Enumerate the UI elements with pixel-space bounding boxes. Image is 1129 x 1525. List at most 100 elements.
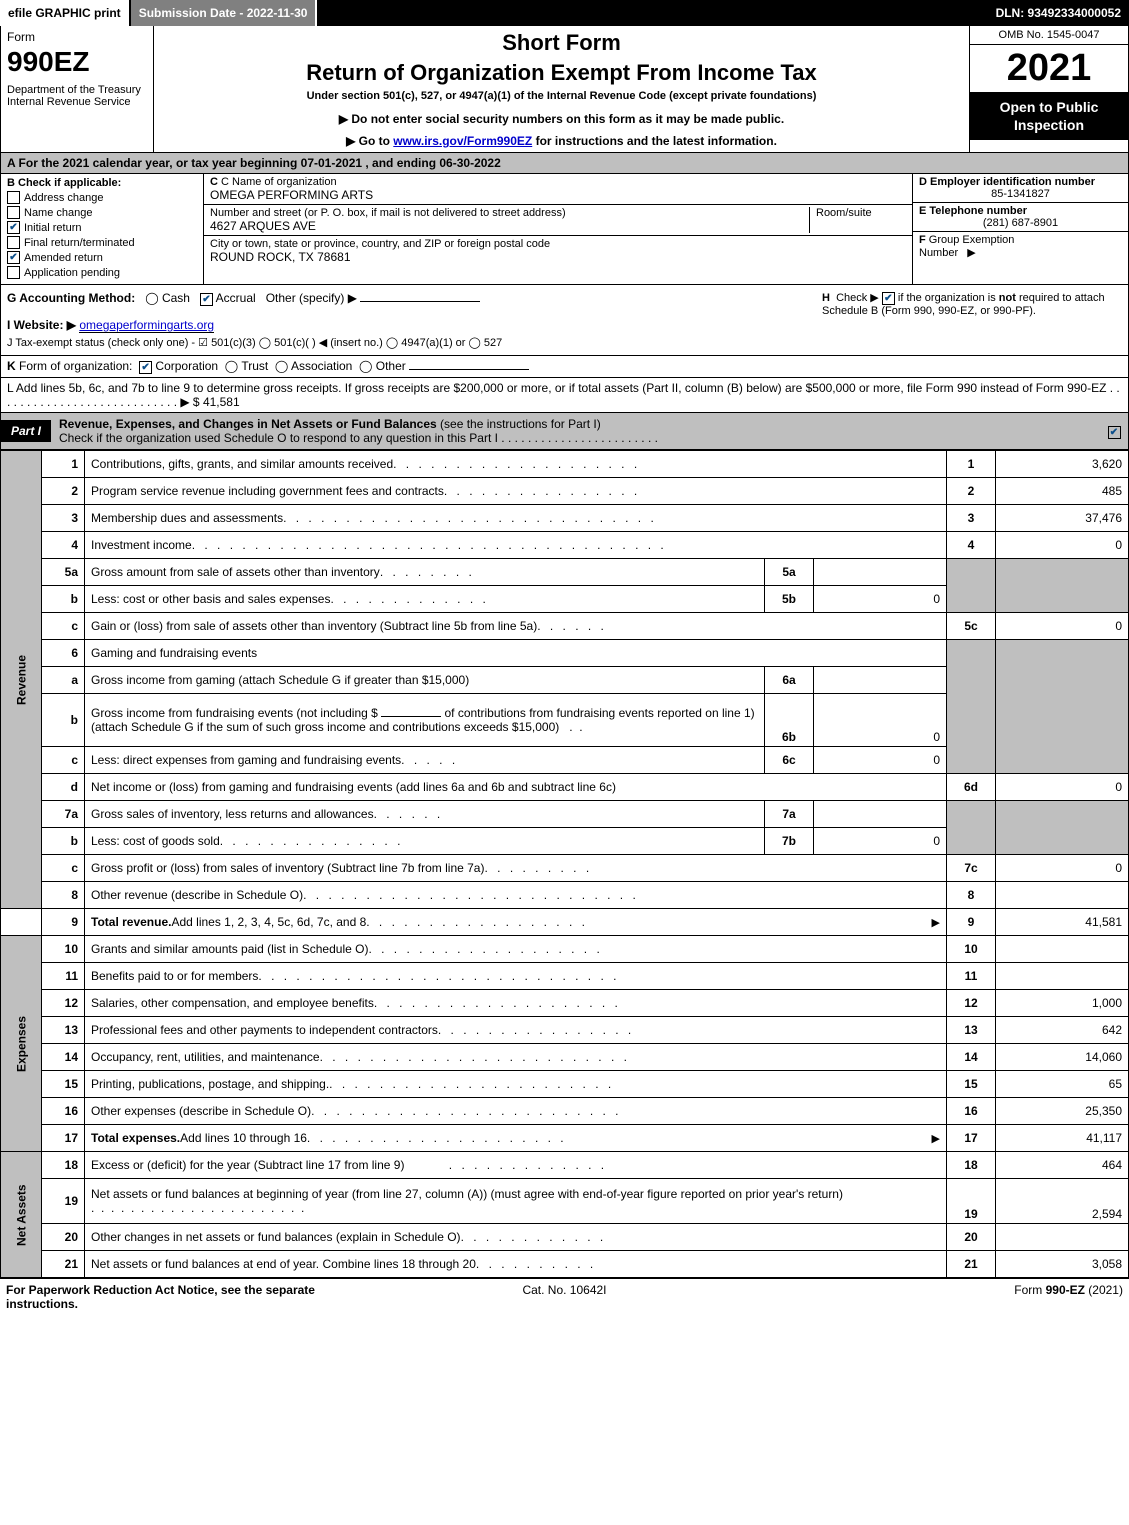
section-text: Under section 501(c), 527, or 4947(a)(1)…: [162, 90, 961, 102]
mini-num: 6b: [765, 694, 814, 747]
cb-address-change[interactable]: Address change: [7, 191, 197, 204]
tax-year: 2021: [970, 45, 1128, 92]
ln: 14: [42, 1044, 85, 1071]
line-val: 0: [996, 532, 1129, 559]
mini-val: [814, 801, 947, 828]
org-name-cell: C C Name of organization OMEGA PERFORMIN…: [204, 174, 912, 205]
line-val: 0: [996, 613, 1129, 640]
desc: Other revenue (describe in Schedule O) .…: [85, 882, 947, 909]
mini-val: 0: [814, 586, 947, 613]
g-column: G Accounting Method: ◯ Cash Accrual Othe…: [1, 285, 816, 355]
line-num: 17: [947, 1125, 996, 1152]
line-num: 18: [947, 1152, 996, 1179]
ln: c: [42, 747, 85, 774]
checkbox-icon: [7, 266, 20, 279]
cb-label: Name change: [24, 207, 93, 219]
k-other-field[interactable]: [409, 369, 529, 370]
mini-num: 7b: [765, 828, 814, 855]
ln: 8: [42, 882, 85, 909]
submission-date: Submission Date - 2022-11-30: [131, 0, 318, 26]
line-val: 65: [996, 1071, 1129, 1098]
mini-num: 5a: [765, 559, 814, 586]
mini-val: [814, 667, 947, 694]
desc: Benefits paid to or for members . . . . …: [85, 963, 947, 990]
city-label: City or town, state or province, country…: [210, 238, 906, 250]
instr2-suffix: for instructions and the latest informat…: [532, 134, 777, 148]
ln: d: [42, 774, 85, 801]
line-val: 2,594: [996, 1179, 1129, 1224]
city-cell: City or town, state or province, country…: [204, 236, 912, 284]
desc: Less: cost of goods sold . . . . . . . .…: [85, 828, 765, 855]
addr-val: 4627 ARQUES AVE: [210, 219, 809, 233]
line-h: H Check ▶ if the organization is not req…: [822, 291, 1122, 317]
gray: [947, 640, 996, 774]
mini-num: 7a: [765, 801, 814, 828]
g-accrual: Accrual: [216, 291, 256, 305]
top-bar: efile GRAPHIC print Submission Date - 20…: [0, 0, 1129, 26]
ein-cell: D Employer identification number 85-1341…: [913, 174, 1128, 203]
dept-label: Department of the Treasury Internal Reve…: [7, 84, 147, 108]
ln: 13: [42, 1017, 85, 1044]
line-val: 37,476: [996, 505, 1129, 532]
mini-val: [814, 559, 947, 586]
column-cde: C C Name of organization OMEGA PERFORMIN…: [204, 174, 1128, 284]
part1-check[interactable]: [1100, 424, 1128, 439]
website-link[interactable]: omegaperformingarts.org: [79, 318, 214, 333]
cb-application-pending[interactable]: Application pending: [7, 266, 197, 279]
part1-title: Revenue, Expenses, and Changes in Net As…: [51, 413, 1100, 449]
cb-amended-return[interactable]: Amended return: [7, 251, 197, 264]
line-num: 20: [947, 1224, 996, 1251]
line-val: 3,058: [996, 1251, 1129, 1278]
checkbox-icon: [139, 361, 152, 374]
checkbox-icon: [7, 191, 20, 204]
efile-label[interactable]: efile GRAPHIC print: [0, 0, 131, 26]
cb-label: Application pending: [24, 267, 120, 279]
gh-block: G Accounting Method: ◯ Cash Accrual Othe…: [0, 285, 1129, 356]
part1-header: Part I Revenue, Expenses, and Changes in…: [0, 413, 1129, 450]
line-num: 3: [947, 505, 996, 532]
line-val: 0: [996, 855, 1129, 882]
cb-name-change[interactable]: Name change: [7, 206, 197, 219]
f-label: F Group ExemptionNumber ▶: [919, 234, 1122, 259]
cb-final-return[interactable]: Final return/terminated: [7, 236, 197, 249]
desc: Net income or (loss) from gaming and fun…: [85, 774, 947, 801]
instruction-1: ▶ Do not enter social security numbers o…: [162, 112, 961, 126]
checkbox-icon: [1108, 426, 1121, 439]
g-other-field[interactable]: [360, 301, 480, 302]
ln: c: [42, 613, 85, 640]
ln: 18: [42, 1152, 85, 1179]
checkbox-icon: [7, 206, 20, 219]
cb-initial-return[interactable]: Initial return: [7, 221, 197, 234]
desc: Grants and similar amounts paid (list in…: [85, 936, 947, 963]
ln: 4: [42, 532, 85, 559]
g-other: Other (specify) ▶: [266, 291, 357, 305]
desc: Total revenue. Add lines 1, 2, 3, 4, 5c,…: [85, 909, 947, 936]
h-column: H Check ▶ if the organization is not req…: [816, 285, 1128, 355]
instr2-prefix: ▶ Go to: [346, 134, 393, 148]
dln-label: DLN: 93492334000052: [988, 0, 1129, 26]
line-val: [996, 963, 1129, 990]
footer-right: Form 990-EZ (2021): [751, 1283, 1123, 1311]
line-num: 11: [947, 963, 996, 990]
desc: Net assets or fund balances at end of ye…: [85, 1251, 947, 1278]
i-label: I Website: ▶: [7, 318, 76, 332]
group-exempt-cell: F Group ExemptionNumber ▶: [913, 232, 1128, 284]
line-l: L Add lines 5b, 6c, and 7b to line 9 to …: [0, 378, 1129, 413]
line-num: 8: [947, 882, 996, 909]
line-val: 25,350: [996, 1098, 1129, 1125]
checkbox-icon: [200, 293, 213, 306]
line-k: K Form of organization: Corporation ◯ Tr…: [0, 356, 1129, 378]
cb-label: Final return/terminated: [24, 237, 135, 249]
line-val: 41,581: [996, 909, 1129, 936]
irs-link[interactable]: www.irs.gov/Form990EZ: [393, 134, 532, 148]
room-label: Room/suite: [816, 207, 906, 219]
cb-label: Amended return: [24, 252, 103, 264]
line-num: 6d: [947, 774, 996, 801]
6b-amount-field[interactable]: [381, 716, 441, 717]
line-num: 16: [947, 1098, 996, 1125]
open-inspection: Open to Public Inspection: [970, 92, 1128, 140]
form-word: Form: [7, 30, 147, 44]
d-label: D Employer identification number: [919, 176, 1122, 188]
column-b: B Check if applicable: Address change Na…: [1, 174, 204, 284]
desc: Other expenses (describe in Schedule O) …: [85, 1098, 947, 1125]
